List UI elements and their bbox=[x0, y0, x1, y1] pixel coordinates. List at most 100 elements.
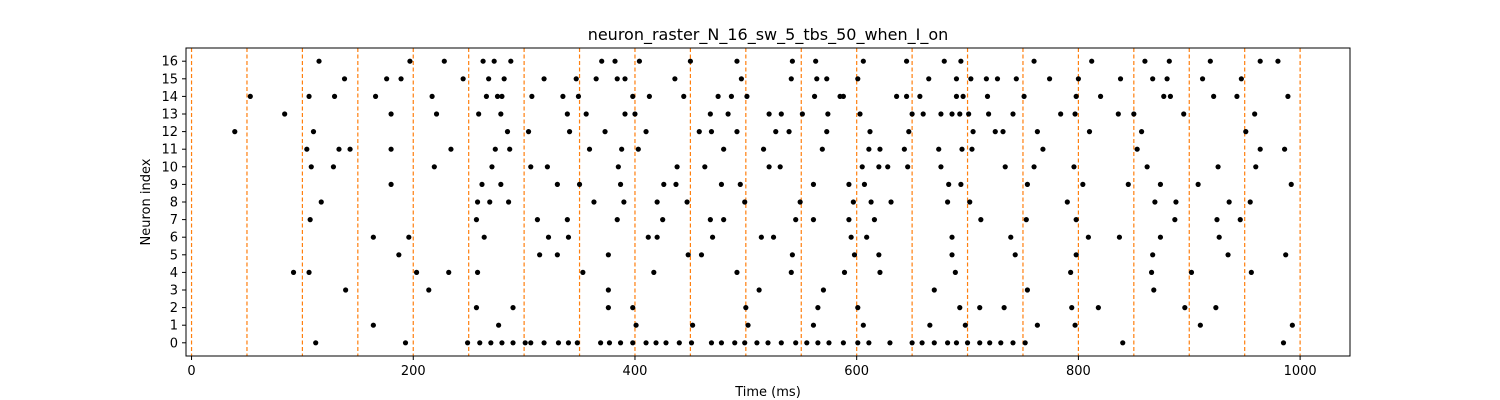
spike-point bbox=[528, 340, 534, 346]
spike-point bbox=[544, 164, 550, 170]
spike-point bbox=[635, 146, 641, 152]
spike-point bbox=[622, 76, 628, 82]
spike-point bbox=[575, 93, 582, 99]
spike-point bbox=[426, 287, 432, 293]
spike-point bbox=[978, 217, 984, 223]
spike-point bbox=[811, 93, 818, 99]
spike-point bbox=[614, 76, 620, 82]
spike-point bbox=[388, 181, 394, 187]
y-axis-label: Neuron index bbox=[139, 158, 154, 245]
spike-point bbox=[708, 129, 715, 135]
spike-point bbox=[1086, 129, 1093, 135]
spike-point bbox=[786, 129, 792, 135]
spike-point bbox=[541, 76, 547, 82]
spike-point bbox=[941, 58, 947, 64]
spike-point bbox=[1115, 111, 1121, 117]
spike-point bbox=[998, 340, 1004, 346]
spike-point bbox=[855, 305, 861, 311]
spike-point bbox=[1280, 340, 1287, 346]
spike-point bbox=[738, 76, 744, 82]
y-tick-label: 3 bbox=[170, 284, 178, 299]
spike-point bbox=[707, 111, 713, 117]
y-tick-label: 12 bbox=[161, 125, 178, 140]
spike-point bbox=[1072, 322, 1078, 328]
spike-point bbox=[232, 129, 238, 135]
spike-point bbox=[868, 199, 874, 205]
spike-point bbox=[307, 217, 313, 223]
spike-point bbox=[476, 111, 482, 117]
spike-point bbox=[866, 146, 872, 152]
spike-point bbox=[824, 76, 830, 82]
spike-point bbox=[871, 217, 878, 223]
spike-point bbox=[885, 164, 891, 170]
spike-point bbox=[1089, 58, 1095, 64]
spike-point bbox=[630, 340, 636, 346]
spike-point bbox=[931, 287, 937, 293]
spike-point bbox=[566, 129, 573, 135]
spike-point bbox=[621, 199, 627, 205]
x-axis-label: Time (ms) bbox=[734, 385, 801, 400]
spike-point bbox=[866, 340, 872, 346]
y-tick-label: 1 bbox=[170, 319, 178, 334]
spike-point bbox=[1024, 181, 1031, 187]
y-tick-label: 0 bbox=[170, 336, 178, 351]
spike-point bbox=[754, 340, 760, 346]
spike-point bbox=[920, 111, 926, 117]
spike-point bbox=[876, 164, 882, 170]
spike-point bbox=[864, 234, 870, 240]
spike-point bbox=[1046, 76, 1053, 82]
spike-point bbox=[917, 93, 923, 99]
spike-point bbox=[341, 76, 348, 82]
spike-point bbox=[810, 181, 817, 187]
spike-point bbox=[646, 93, 652, 99]
spike-point bbox=[905, 164, 911, 170]
spike-point bbox=[743, 305, 749, 311]
spike-point bbox=[966, 111, 972, 117]
spike-point bbox=[593, 76, 599, 82]
spike-point bbox=[793, 340, 799, 346]
y-tick-label: 5 bbox=[170, 248, 178, 263]
spike-point bbox=[1031, 164, 1037, 170]
spike-point bbox=[1001, 305, 1007, 311]
spike-point bbox=[574, 340, 580, 346]
x-axis-ticks: 0 200 400 600 800 1000 bbox=[187, 356, 1317, 379]
spike-point bbox=[534, 217, 541, 223]
spike-point bbox=[1072, 111, 1078, 117]
spike-point bbox=[441, 58, 447, 64]
spike-point bbox=[489, 164, 495, 170]
spike-point bbox=[970, 129, 976, 135]
spike-point bbox=[1064, 199, 1070, 205]
spike-point bbox=[1080, 181, 1086, 187]
spike-point bbox=[1234, 93, 1240, 99]
spike-point bbox=[857, 111, 863, 117]
x-tick-label: 400 bbox=[623, 364, 648, 379]
spike-point bbox=[1073, 252, 1079, 258]
spike-point bbox=[851, 252, 858, 258]
spike-point bbox=[977, 305, 983, 311]
spike-point bbox=[814, 76, 820, 82]
spike-point bbox=[614, 217, 620, 223]
spike-point bbox=[877, 146, 883, 152]
spike-point bbox=[370, 322, 376, 328]
spike-point bbox=[522, 340, 528, 346]
spike-point bbox=[944, 340, 951, 346]
spike-point bbox=[1257, 58, 1263, 64]
spike-point bbox=[1207, 58, 1213, 64]
spike-point bbox=[810, 322, 817, 328]
y-tick-label: 14 bbox=[161, 90, 178, 105]
spike-point bbox=[304, 146, 310, 152]
spike-point bbox=[1181, 111, 1187, 117]
spike-point bbox=[663, 340, 669, 346]
spike-point bbox=[643, 340, 649, 346]
spike-point bbox=[636, 58, 643, 64]
spike-point bbox=[398, 76, 404, 82]
spike-point bbox=[1071, 164, 1077, 170]
spike-point bbox=[407, 58, 413, 64]
spike-point bbox=[707, 217, 713, 223]
spike-point bbox=[903, 93, 910, 99]
spike-point bbox=[728, 93, 735, 99]
spike-point bbox=[481, 234, 487, 240]
spike-point bbox=[903, 58, 910, 64]
spike-point bbox=[846, 217, 852, 223]
chart-title: neuron_raster_N_16_sw_5_tbs_50_when_I_on bbox=[588, 25, 949, 45]
